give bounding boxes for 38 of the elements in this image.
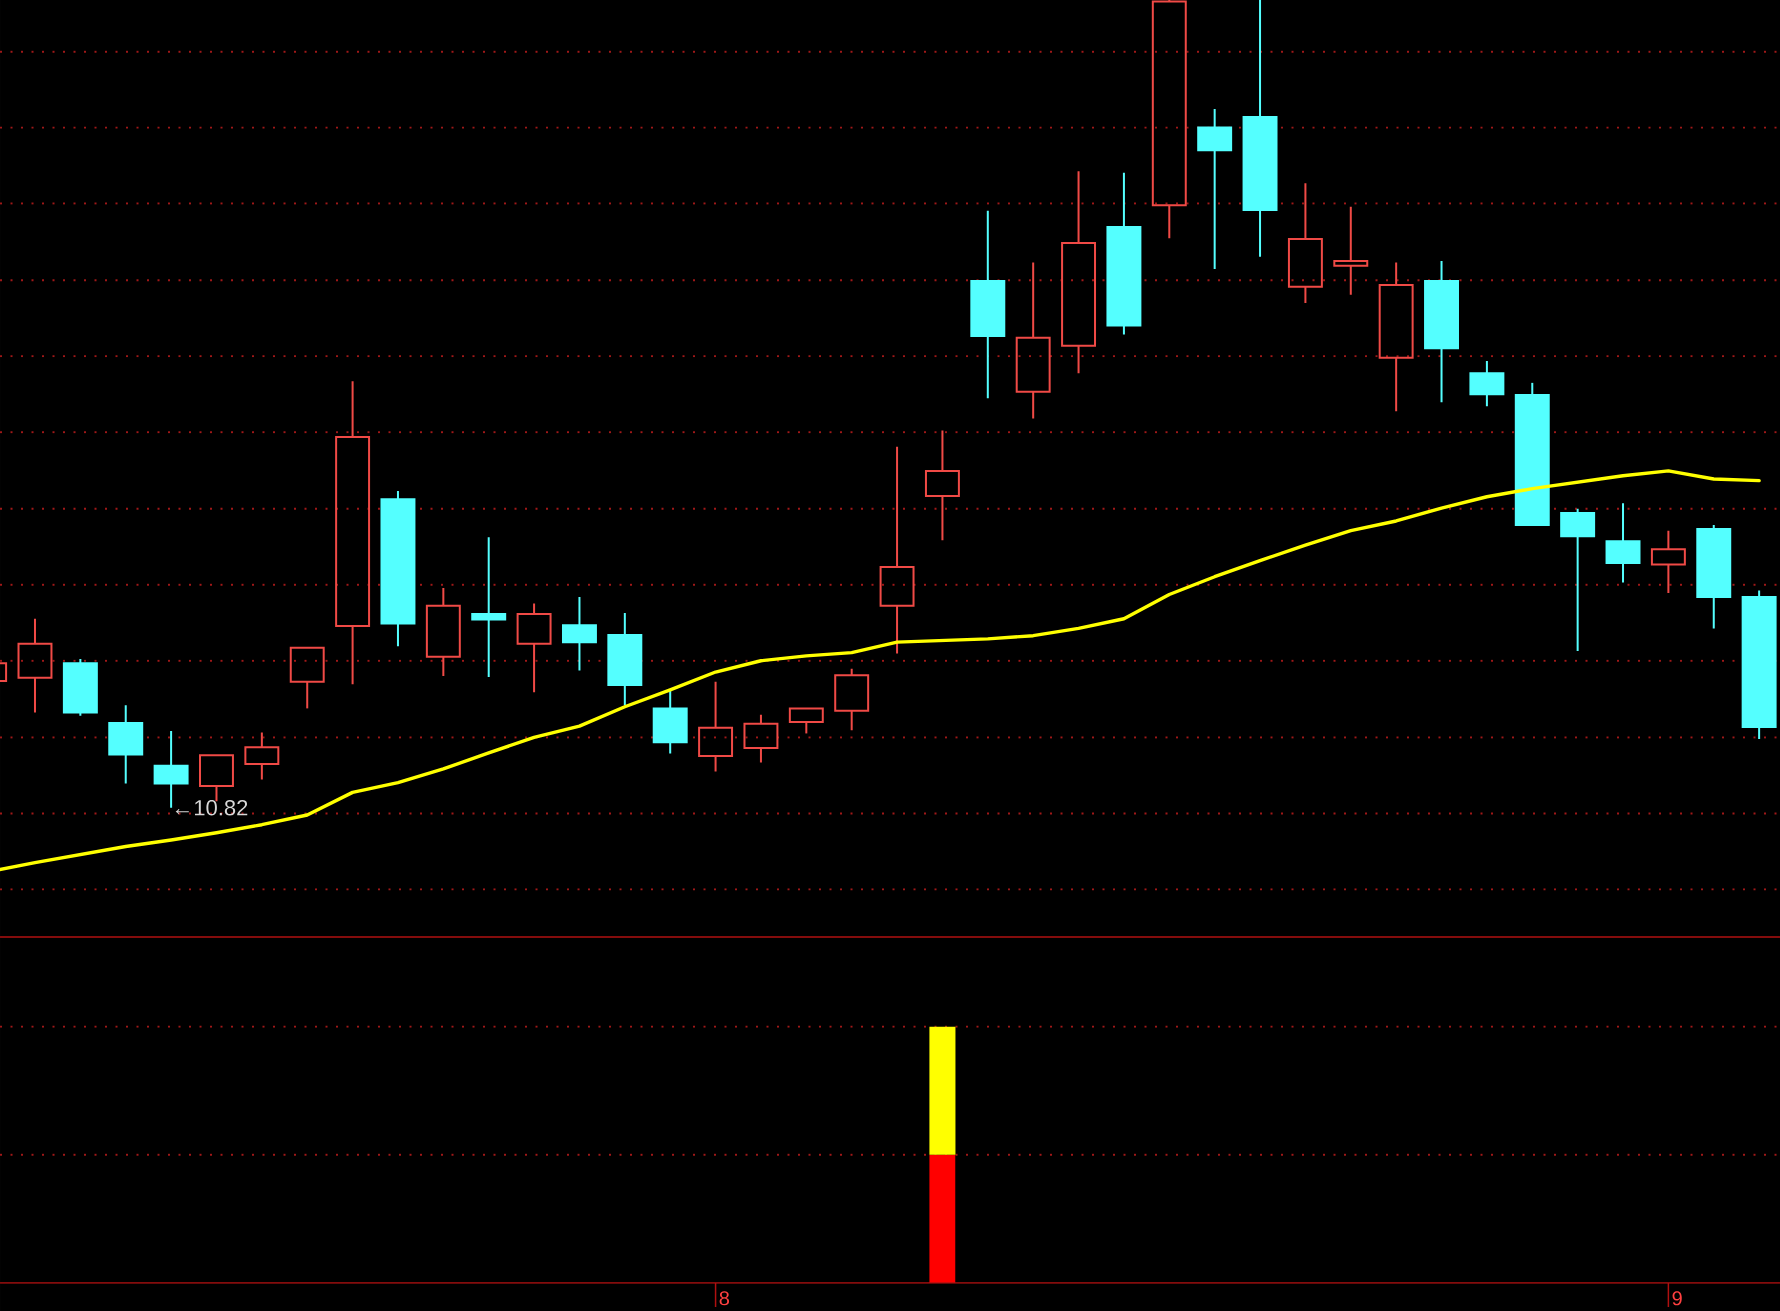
candlestick — [244, 731, 280, 781]
candlestick — [1151, 0, 1187, 240]
candlestick — [1424, 259, 1459, 404]
candlestick — [1287, 182, 1323, 304]
candlestick — [1650, 529, 1686, 594]
candlestick — [1741, 589, 1777, 741]
candlestick — [1696, 524, 1732, 630]
x-tick-label: 8 — [719, 1291, 730, 1306]
candlestick — [425, 587, 461, 678]
candlestick — [471, 536, 507, 678]
candlestick — [1560, 507, 1596, 653]
candlestick — [1106, 171, 1142, 336]
candlestick — [108, 704, 144, 785]
candlestick — [380, 490, 416, 648]
candlestick — [834, 667, 870, 732]
candlestick — [1242, 0, 1278, 258]
candlestick — [561, 595, 597, 672]
candlestick — [335, 380, 371, 686]
candlestick — [1469, 360, 1505, 408]
candlestick — [970, 209, 1006, 400]
candlestick — [289, 646, 325, 710]
candlestick — [17, 617, 53, 714]
candlestick — [924, 429, 960, 542]
candlestick — [1061, 170, 1097, 375]
candlestick — [1514, 381, 1550, 527]
candlestick — [698, 680, 734, 773]
x-tick-label: 9 — [1672, 1291, 1682, 1306]
candlestick — [1333, 205, 1369, 296]
candlestick — [1015, 261, 1051, 420]
candlestick — [516, 602, 552, 694]
candlestick — [1197, 108, 1233, 270]
candlestick — [1605, 502, 1641, 584]
candlestick — [652, 688, 688, 755]
candlestick — [879, 445, 915, 655]
candlestick — [743, 713, 779, 764]
annotation: ←10.82 — [175, 799, 248, 816]
candlestick — [1378, 261, 1414, 413]
candlestick — [607, 612, 643, 707]
